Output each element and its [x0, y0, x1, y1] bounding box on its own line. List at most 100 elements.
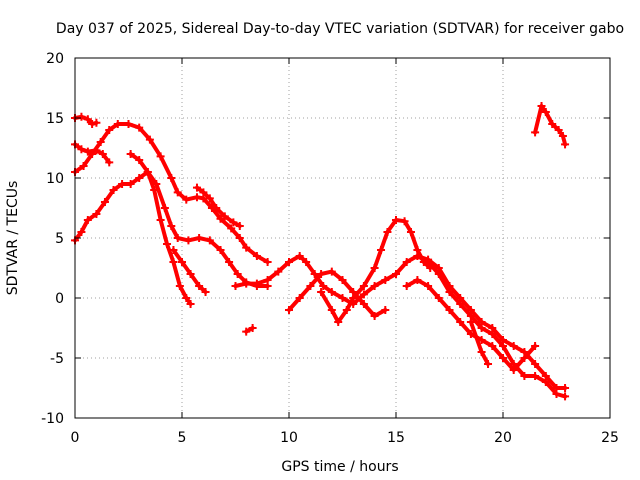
data-point — [477, 348, 486, 356]
data-point — [537, 102, 546, 110]
data-point — [186, 300, 195, 308]
data-point — [96, 138, 105, 146]
series-line — [73, 122, 270, 264]
data-point — [212, 204, 221, 212]
data-point — [327, 267, 336, 276]
data-point — [456, 294, 465, 302]
data-point — [182, 294, 191, 302]
data-point — [477, 318, 486, 326]
data-point — [178, 258, 186, 266]
data-point — [156, 216, 165, 224]
series-track — [531, 102, 570, 149]
data-point — [235, 222, 244, 230]
data-point — [317, 288, 326, 296]
y-tick-label: 15 — [46, 111, 64, 127]
data-point — [561, 384, 570, 392]
data-point — [167, 174, 176, 182]
data-point — [400, 217, 409, 226]
data-point — [531, 360, 540, 368]
data-point — [561, 392, 570, 401]
data-point — [548, 120, 557, 128]
data-point — [531, 342, 540, 350]
data-point — [456, 318, 465, 326]
data-point — [554, 126, 563, 134]
data-point — [392, 216, 400, 224]
data-point — [98, 150, 107, 158]
data-point — [216, 214, 225, 223]
series-line — [319, 218, 433, 324]
data-point — [383, 228, 392, 236]
data-point — [77, 228, 86, 236]
data-point — [392, 270, 400, 278]
data-point — [327, 306, 336, 314]
data-point — [541, 108, 550, 116]
data-point — [306, 282, 315, 290]
x-axis-label: GPS time / hours — [281, 459, 398, 475]
series-track — [169, 246, 210, 296]
data-point — [135, 123, 144, 132]
data-point — [135, 174, 144, 182]
data-point — [100, 198, 109, 206]
series-line — [394, 254, 568, 399]
data-point — [113, 120, 122, 128]
x-tick-label: 15 — [387, 430, 405, 446]
data-point — [406, 228, 415, 236]
data-point — [118, 180, 127, 188]
data-point — [531, 128, 540, 137]
data-point — [274, 267, 283, 276]
data-point — [381, 276, 390, 284]
data-point — [88, 120, 97, 128]
data-point — [229, 218, 238, 227]
data-point — [263, 258, 272, 266]
data-point — [79, 162, 88, 170]
series-line — [533, 104, 568, 147]
series-line — [287, 269, 388, 318]
data-point — [167, 222, 176, 230]
data-point — [302, 258, 311, 266]
data-point — [248, 324, 257, 332]
data-point — [445, 282, 454, 290]
data-point — [105, 126, 114, 134]
data-point — [295, 252, 304, 260]
x-tick-label: 25 — [601, 430, 619, 446]
data-point — [184, 236, 193, 245]
data-point — [561, 140, 570, 149]
data-point — [319, 282, 328, 290]
data-point — [263, 276, 272, 284]
data-point — [160, 204, 169, 212]
data-point — [135, 156, 144, 164]
data-point — [520, 348, 529, 356]
series-track — [192, 183, 244, 230]
x-tick-label: 5 — [178, 430, 187, 446]
data-point — [377, 246, 386, 254]
data-point — [225, 258, 234, 266]
series-track — [71, 120, 272, 266]
data-point — [285, 258, 293, 266]
y-tick-label: 10 — [46, 171, 64, 187]
data-point — [205, 236, 214, 245]
data-point — [88, 150, 97, 158]
series-track — [71, 112, 101, 128]
data-point — [359, 282, 368, 290]
data-point — [370, 264, 379, 272]
data-point — [150, 186, 159, 194]
y-tick-label: 5 — [55, 231, 64, 247]
data-point — [445, 306, 454, 314]
data-point — [173, 234, 182, 242]
series-track — [71, 168, 272, 290]
data-point — [295, 294, 304, 302]
data-point — [370, 312, 379, 320]
data-point — [83, 115, 92, 124]
data-point — [242, 327, 251, 336]
data-point — [359, 290, 368, 299]
data-point — [359, 300, 368, 308]
data-point — [199, 188, 208, 197]
data-point — [499, 354, 507, 362]
data-point — [520, 372, 529, 380]
data-point — [370, 282, 379, 290]
data-point — [143, 168, 152, 176]
data-point — [381, 306, 390, 314]
data-point — [77, 145, 86, 154]
data-point — [499, 336, 507, 344]
data-point — [233, 270, 242, 278]
